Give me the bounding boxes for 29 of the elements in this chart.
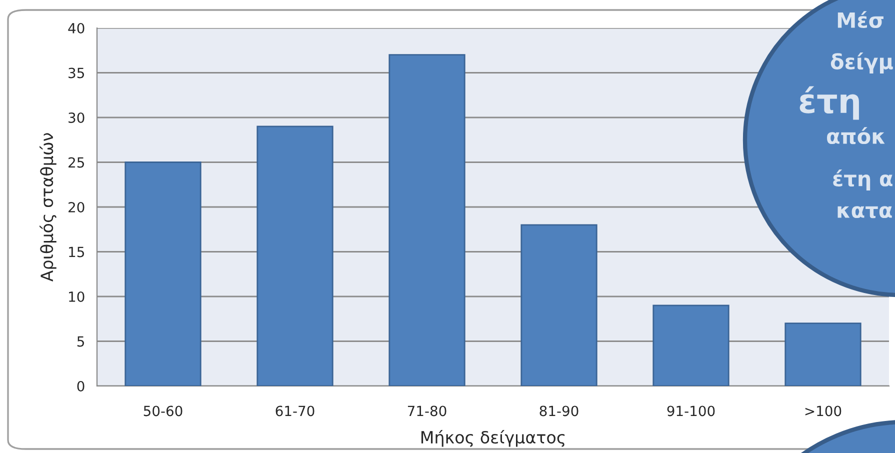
y-tick-label: 25 [68,157,84,168]
x-axis-title: Μήκος δείγματος [421,430,565,447]
y-tick-label: 5 [77,336,84,347]
bar [256,126,334,386]
y-tick-label: 20 [68,202,84,212]
y-tick-label: 40 [68,22,84,34]
bar [652,304,730,386]
x-tick-label: 81-90 [540,406,578,416]
annotation: κατα [838,206,892,218]
x-tick-label: 50-60 [144,406,182,416]
y-axis-title: Αριθμός σταθμών [40,133,56,282]
y-tick-label: 10 [69,291,84,302]
x-tick-label: >100 [805,406,842,416]
bar [520,224,598,386]
bar [124,162,202,386]
y-tick-label: 0 [77,380,84,392]
annotation: έτη [800,86,859,120]
y-tick-label: 30 [68,112,84,123]
y-tick-label: 15 [69,246,84,258]
bar [388,54,466,386]
annotation: απόκ [827,127,885,144]
annotation: δείγμ [830,52,893,74]
annotation: Μέσ [838,11,884,28]
annotation: έτη α [833,170,892,190]
x-tick-label: 71-80 [408,406,446,416]
x-tick-label: 61-70 [276,406,314,416]
y-tick-label: 35 [68,68,84,78]
x-tick-label: 91-100 [667,406,715,416]
bar [784,322,862,386]
